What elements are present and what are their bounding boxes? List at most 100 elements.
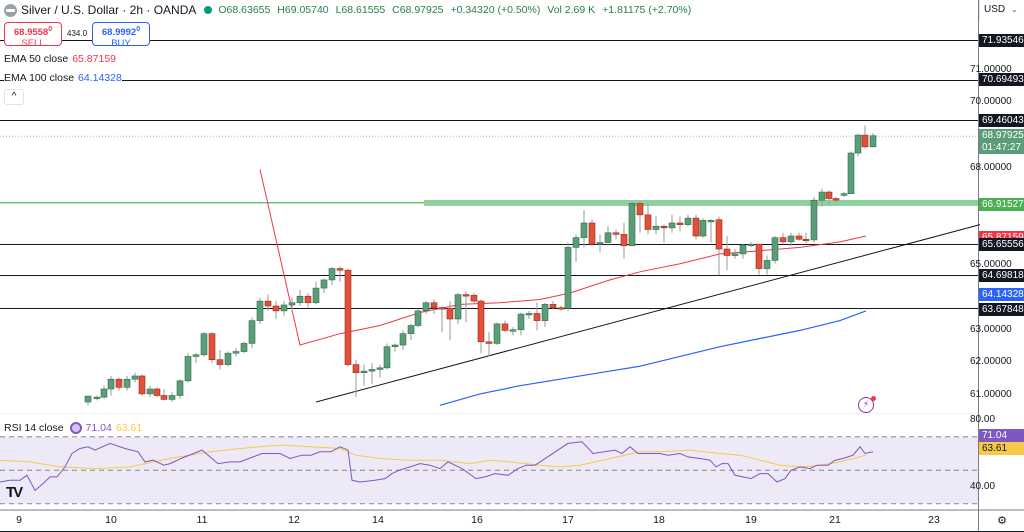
candle-body[interactable] bbox=[84, 395, 92, 403]
candle-body[interactable] bbox=[288, 302, 296, 306]
candle-body[interactable] bbox=[470, 294, 478, 302]
candle-body[interactable] bbox=[763, 260, 771, 269]
candle-body[interactable] bbox=[869, 135, 877, 148]
candle-body[interactable] bbox=[612, 232, 620, 235]
candle-body[interactable] bbox=[232, 351, 240, 354]
candle-body[interactable] bbox=[200, 333, 208, 356]
support-zone[interactable] bbox=[424, 199, 978, 206]
candle-body[interactable] bbox=[208, 333, 216, 360]
candle-body[interactable] bbox=[557, 307, 565, 310]
candle-body[interactable] bbox=[771, 237, 779, 261]
candle-body[interactable] bbox=[715, 219, 723, 250]
candle-body[interactable] bbox=[604, 232, 612, 243]
candle-body[interactable] bbox=[628, 203, 636, 247]
rsi-legend[interactable]: RSI 14 close 71.04 63.61 bbox=[4, 422, 142, 434]
settings-gear-icon[interactable]: ⚙ bbox=[997, 515, 1007, 527]
sell-button[interactable]: 68.95580 SELL bbox=[4, 22, 62, 49]
candle-body[interactable] bbox=[344, 269, 352, 365]
candle-body[interactable] bbox=[525, 313, 533, 316]
candle-body[interactable] bbox=[146, 388, 154, 395]
candle-body[interactable] bbox=[723, 248, 731, 256]
flash-alert-icon[interactable]: ⚡ bbox=[858, 396, 876, 413]
candle-body[interactable] bbox=[360, 370, 368, 374]
candle-body[interactable] bbox=[668, 222, 676, 229]
candle-body[interactable] bbox=[264, 300, 272, 307]
candle-body[interactable] bbox=[131, 375, 139, 380]
candle-body[interactable] bbox=[184, 356, 192, 382]
candle-body[interactable] bbox=[847, 152, 855, 194]
candle-body[interactable] bbox=[256, 300, 264, 321]
candle-body[interactable] bbox=[240, 343, 248, 352]
candle-body[interactable] bbox=[422, 302, 430, 312]
candle-body[interactable] bbox=[336, 268, 344, 271]
candle-body[interactable] bbox=[216, 359, 224, 365]
candle-body[interactable] bbox=[549, 304, 557, 308]
candle-body[interactable] bbox=[596, 242, 604, 245]
candle-body[interactable] bbox=[107, 378, 115, 390]
candle-body[interactable] bbox=[580, 222, 588, 238]
candle-body[interactable] bbox=[312, 287, 320, 304]
support-zone-line[interactable] bbox=[0, 201, 424, 204]
candle-body[interactable] bbox=[407, 325, 415, 334]
candle-body[interactable] bbox=[462, 294, 470, 297]
candle-body[interactable] bbox=[660, 225, 668, 229]
candle-body[interactable] bbox=[93, 396, 101, 399]
candle-body[interactable] bbox=[485, 341, 493, 344]
candle-body[interactable] bbox=[296, 295, 304, 304]
candle-body[interactable] bbox=[692, 217, 700, 237]
currency-selector[interactable]: USD ⌄ bbox=[979, 0, 1024, 20]
candle-body[interactable] bbox=[832, 198, 840, 201]
candle-body[interactable] bbox=[564, 247, 572, 309]
candle-body[interactable] bbox=[168, 395, 176, 400]
candle-body[interactable] bbox=[541, 304, 549, 321]
candle-body[interactable] bbox=[248, 320, 256, 344]
candle-body[interactable] bbox=[676, 222, 684, 225]
symbol-title[interactable]: Silver / U.S. Dollar · 2h · OANDA bbox=[21, 3, 197, 17]
candle-body[interactable] bbox=[376, 367, 384, 370]
candle-body[interactable] bbox=[802, 238, 810, 242]
candle-body[interactable] bbox=[224, 352, 232, 365]
candle-body[interactable] bbox=[755, 243, 763, 269]
candle-body[interactable] bbox=[493, 323, 501, 344]
candle-body[interactable] bbox=[399, 333, 407, 346]
candle-body[interactable] bbox=[100, 388, 108, 398]
candle-body[interactable] bbox=[160, 395, 168, 400]
candle-body[interactable] bbox=[572, 237, 580, 248]
candle-body[interactable] bbox=[588, 222, 596, 245]
ema100-legend[interactable]: EMA 100 close 64.14328 bbox=[4, 72, 122, 84]
candle-body[interactable] bbox=[731, 253, 739, 256]
candle-body[interactable] bbox=[446, 307, 454, 320]
candle-body[interactable] bbox=[699, 220, 707, 237]
candle-body[interactable] bbox=[280, 304, 288, 312]
candle-body[interactable] bbox=[477, 300, 485, 343]
candle-body[interactable] bbox=[383, 346, 391, 369]
candle-body[interactable] bbox=[414, 310, 422, 326]
candle-body[interactable] bbox=[861, 134, 869, 148]
candle-body[interactable] bbox=[176, 380, 184, 396]
candle-body[interactable] bbox=[509, 329, 517, 332]
candle-body[interactable] bbox=[501, 323, 509, 331]
candle-body[interactable] bbox=[620, 234, 628, 247]
ema50-legend[interactable]: EMA 50 close 65.87159 bbox=[4, 53, 116, 65]
candle-body[interactable] bbox=[707, 220, 715, 223]
candle-body[interactable] bbox=[438, 307, 446, 310]
candle-body[interactable] bbox=[533, 313, 541, 321]
candle-body[interactable] bbox=[810, 199, 818, 241]
candle-body[interactable] bbox=[652, 225, 660, 230]
collapse-legend-button[interactable]: ^ bbox=[4, 89, 24, 105]
candle-body[interactable] bbox=[739, 244, 747, 255]
candle-body[interactable] bbox=[779, 237, 787, 243]
candle-body[interactable] bbox=[430, 302, 438, 308]
candle-body[interactable] bbox=[352, 364, 360, 374]
candle-body[interactable] bbox=[517, 313, 525, 331]
candle-body[interactable] bbox=[684, 217, 692, 225]
candle-body[interactable] bbox=[328, 268, 336, 281]
candle-body[interactable] bbox=[192, 354, 200, 357]
candle-body[interactable] bbox=[320, 279, 328, 289]
candle-body[interactable] bbox=[304, 295, 312, 304]
tradingview-logo[interactable]: TV bbox=[6, 484, 23, 501]
candle-body[interactable] bbox=[391, 344, 399, 347]
candle-body[interactable] bbox=[840, 193, 848, 196]
candle-body[interactable] bbox=[854, 134, 862, 154]
